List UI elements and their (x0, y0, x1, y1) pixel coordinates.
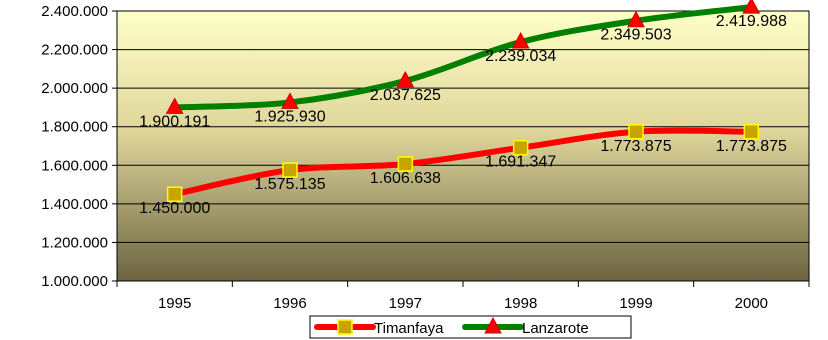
marker-lanzarote (396, 70, 415, 88)
series-markers (165, 0, 761, 202)
marker-lanzarote (165, 97, 184, 114)
data-label-lanzarote: 2.239.034 (485, 48, 556, 65)
data-label-timanfaya: 1.450.000 (139, 200, 210, 217)
legend-label-timanfaya: Timanfaya (374, 320, 444, 337)
legend-marker-timanfaya (337, 319, 353, 335)
data-label-lanzarote: 2.349.503 (600, 27, 671, 44)
marker-lanzarote (511, 31, 530, 49)
x-tick-label: 1999 (619, 295, 652, 312)
series-line-lanzarote (171, 4, 755, 111)
legend-marker-lanzarote (484, 316, 502, 334)
marker-timanfaya (628, 124, 644, 140)
y-axis: 1.000.000 1.200.000 1.400.000 1.600.000 1.80… (41, 3, 117, 290)
marker-timanfaya (743, 124, 760, 140)
data-label-lanzarote: 2.419.988 (716, 13, 787, 30)
data-labels: 1.450.000 1.575.135 1.606.638 1.691.347 1.77… (139, 13, 787, 217)
x-axis: 1995 1996 1997 1998 1999 2000 (116, 281, 810, 312)
y-tick-label: 1.800.000 (41, 119, 108, 136)
series-line-timanfaya (171, 127, 755, 198)
x-tick-label: 1997 (389, 295, 422, 312)
data-label-timanfaya: 1.773.875 (716, 138, 787, 155)
data-label-lanzarote: 1.925.930 (254, 108, 325, 125)
marker-lanzarote (742, 0, 761, 14)
marker-lanzarote (627, 10, 645, 28)
x-tick-label: 2000 (735, 295, 768, 312)
y-tick-label: 1.400.000 (41, 196, 108, 213)
y-tick-label: 1.600.000 (41, 157, 108, 174)
y-tick-label: 1.000.000 (41, 273, 108, 290)
x-tick-label: 1995 (158, 295, 191, 312)
y-tick-label: 2.000.000 (41, 80, 108, 97)
series-lines (171, 4, 755, 198)
marker-lanzarote (281, 92, 299, 109)
data-label-lanzarote: 2.037.625 (370, 87, 441, 104)
marker-timanfaya (282, 162, 298, 178)
plot-area (116, 10, 810, 282)
gridlines (117, 10, 809, 243)
y-tick-label: 2.400.000 (41, 3, 108, 20)
y-tick-label: 2.200.000 (41, 42, 108, 59)
data-label-timanfaya: 1.691.347 (485, 154, 556, 171)
marker-timanfaya (166, 186, 183, 202)
x-tick-label: 1998 (504, 295, 537, 312)
data-label-timanfaya: 1.606.638 (370, 170, 441, 187)
data-label-timanfaya: 1.773.875 (600, 138, 671, 155)
y-tick-label: 1.200.000 (41, 234, 108, 251)
data-label-lanzarote: 1.900.191 (139, 113, 210, 130)
marker-timanfaya (397, 156, 414, 172)
marker-timanfaya (512, 139, 529, 156)
x-tick-label: 1996 (273, 295, 306, 312)
legend-label-lanzarote: Lanzarote (522, 320, 589, 337)
data-label-timanfaya: 1.575.135 (254, 176, 325, 193)
legend: Timanfaya Lanzarote (309, 315, 632, 339)
